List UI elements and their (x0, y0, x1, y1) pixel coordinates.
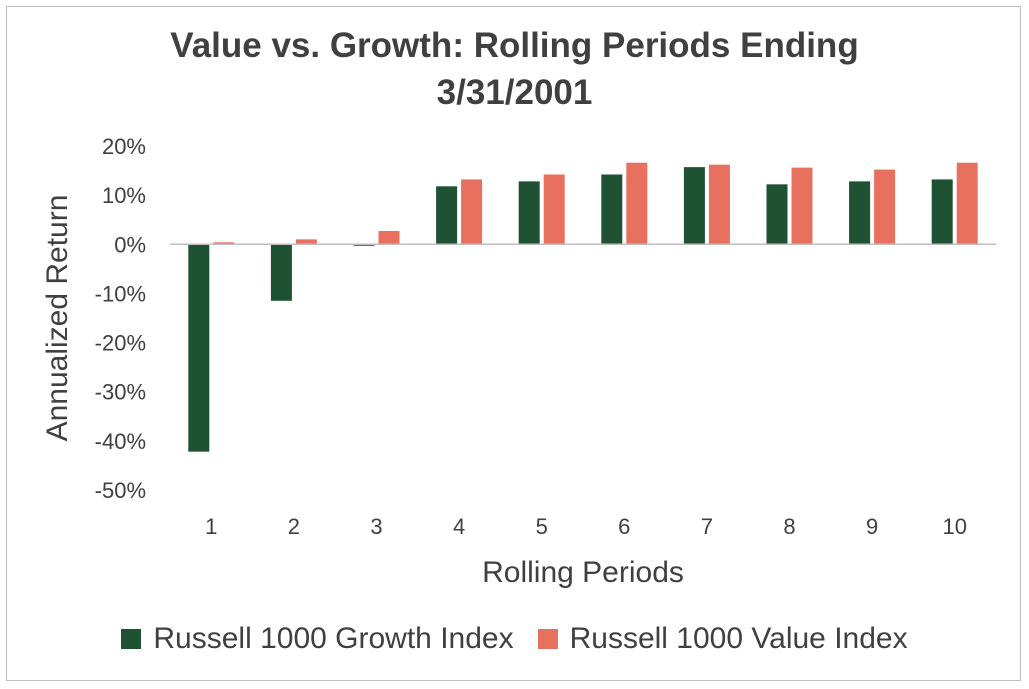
growth-bar-4 (436, 186, 458, 245)
y-tick-label: -30% (95, 380, 146, 405)
value-bar-10 (956, 162, 978, 245)
y-axis-title: Annualized Return (41, 195, 74, 442)
y-tick-label: 0% (114, 232, 146, 257)
legend: Russell 1000 Growth Index Russell 1000 V… (0, 622, 1029, 656)
chart-frame (6, 6, 1021, 681)
value-bar-5 (543, 174, 565, 245)
growth-bar-10 (931, 179, 953, 245)
y-tick-label: 20% (102, 134, 146, 159)
value-bar-4 (461, 179, 483, 245)
y-tick-label: 10% (102, 183, 146, 208)
chart-title-line-2: 3/31/2001 (436, 73, 593, 112)
x-tick-label: 4 (453, 514, 465, 539)
legend-swatch-value (537, 629, 558, 649)
growth-bar-9 (849, 181, 871, 245)
x-tick-label: 3 (370, 514, 382, 539)
legend-label-value: Russell 1000 Value Index (569, 622, 908, 655)
x-tick-label: 2 (288, 514, 300, 539)
y-tick-label: -20% (95, 331, 146, 356)
x-tick-label: 9 (866, 514, 878, 539)
value-bar-9 (874, 169, 896, 245)
value-bar-7 (708, 164, 730, 245)
value-bar-1 (213, 242, 235, 245)
value-bar-6 (626, 162, 648, 245)
growth-bar-7 (683, 167, 705, 245)
value-bar-2 (295, 239, 317, 245)
legend-item-value: Russell 1000 Value Index (537, 622, 908, 656)
bars (188, 162, 978, 452)
legend-label-growth: Russell 1000 Growth Index (153, 622, 514, 655)
legend-swatch-growth (121, 629, 142, 649)
x-tick-label: 1 (205, 514, 217, 539)
growth-bar-5 (518, 181, 540, 245)
value-bar-8 (791, 167, 813, 245)
legend-item-growth: Russell 1000 Growth Index (121, 622, 514, 656)
y-tick-label: -40% (95, 429, 146, 454)
x-tick-label: 5 (536, 514, 548, 539)
y-tick-label: -50% (95, 478, 146, 503)
x-axis-ticks: 1 2 3 4 5 6 7 8 9 10 (205, 514, 967, 539)
x-tick-label: 10 (942, 514, 966, 539)
chart-title: Value vs. Growth: Rolling Periods Ending… (0, 22, 1029, 116)
growth-bar-8 (766, 184, 788, 245)
x-tick-label: 6 (618, 514, 630, 539)
y-tick-label: -10% (95, 281, 146, 306)
growth-bar-1 (188, 244, 210, 452)
x-tick-label: 7 (701, 514, 713, 539)
growth-bar-2 (270, 244, 292, 301)
y-axis-ticks: 20% 10% 0% -10% -20% -30% -40% -50% (95, 134, 146, 503)
growth-bar-6 (601, 174, 623, 245)
chart-title-line-1: Value vs. Growth: Rolling Periods Ending (170, 26, 859, 65)
x-tick-label: 8 (783, 514, 795, 539)
value-bar-3 (378, 231, 400, 245)
x-axis-title: Rolling Periods (482, 556, 684, 589)
